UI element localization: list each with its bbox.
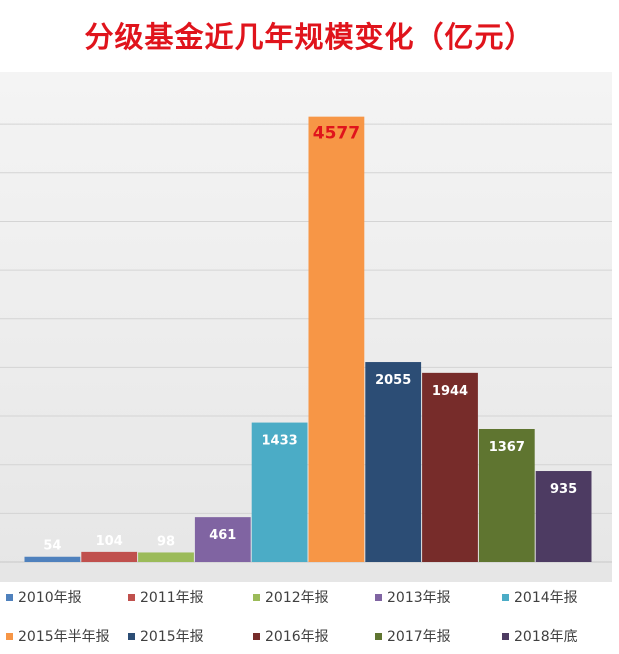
legend-swatch bbox=[375, 633, 382, 640]
legend-item-6: 2015年报 bbox=[128, 627, 204, 647]
legend-label: 2018年底 bbox=[514, 629, 578, 645]
bar-5 bbox=[308, 116, 365, 562]
chart-legend: 2010年报 2011年报 2012年报 2013年报 2014年报 2015年半年报 20… bbox=[0, 584, 619, 654]
data-label-7: 1944 bbox=[432, 384, 468, 399]
data-label-3: 461 bbox=[209, 528, 236, 543]
legend-item-9: 2018年底 bbox=[502, 627, 578, 647]
legend-swatch bbox=[6, 633, 13, 640]
data-label-9: 935 bbox=[550, 482, 577, 497]
legend-swatch bbox=[253, 633, 260, 640]
legend-swatch bbox=[128, 633, 135, 640]
chart-title: 分级基金近几年规模变化（亿元） bbox=[84, 20, 535, 54]
data-label-8: 1367 bbox=[489, 440, 525, 455]
legend-label: 2012年报 bbox=[265, 590, 329, 606]
legend-label: 2017年报 bbox=[387, 629, 451, 645]
legend-swatch bbox=[502, 633, 509, 640]
legend-label: 2016年报 bbox=[265, 629, 329, 645]
data-label-5: 4577 bbox=[313, 124, 360, 144]
legend-item-2: 2012年报 bbox=[253, 588, 329, 608]
legend-swatch bbox=[375, 594, 382, 601]
bar-3 bbox=[194, 517, 251, 562]
legend-label: 2013年报 bbox=[387, 590, 451, 606]
data-label-2: 98 bbox=[157, 534, 175, 549]
data-label-6: 2055 bbox=[375, 373, 411, 388]
legend-item-5: 2015年半年报 bbox=[6, 627, 110, 647]
bar-2 bbox=[138, 552, 194, 562]
bar-4 bbox=[251, 422, 308, 562]
bar-0 bbox=[24, 556, 81, 562]
bar-7 bbox=[422, 372, 478, 562]
legend-item-8: 2017年报 bbox=[375, 627, 451, 647]
legend-item-4: 2014年报 bbox=[502, 588, 578, 608]
legend-item-7: 2016年报 bbox=[253, 627, 329, 647]
legend-label: 2015年半年报 bbox=[18, 629, 110, 645]
legend-swatch bbox=[502, 594, 509, 601]
legend-swatch bbox=[253, 594, 260, 601]
plot-area: 54 104 98 461 1433 4577 2055 1944 1367 935 bbox=[0, 72, 612, 582]
legend-item-1: 2011年报 bbox=[128, 588, 204, 608]
legend-item-3: 2013年报 bbox=[375, 588, 451, 608]
bar-6 bbox=[365, 362, 422, 562]
legend-swatch bbox=[6, 594, 13, 601]
bar-9 bbox=[535, 471, 592, 562]
data-label-0: 54 bbox=[43, 539, 61, 554]
legend-label: 2015年报 bbox=[140, 629, 204, 645]
legend-label: 2010年报 bbox=[18, 590, 82, 606]
data-label-4: 1433 bbox=[262, 434, 298, 449]
data-label-1: 104 bbox=[96, 534, 123, 549]
bar-1 bbox=[81, 551, 138, 562]
legend-item-0: 2010年报 bbox=[6, 588, 82, 608]
legend-label: 2011年报 bbox=[140, 590, 204, 606]
bar-8 bbox=[478, 428, 535, 562]
legend-swatch bbox=[128, 594, 135, 601]
bar-chart: 54 104 98 461 1433 4577 2055 1944 1367 935 bbox=[0, 116, 612, 563]
legend-label: 2014年报 bbox=[514, 590, 578, 606]
